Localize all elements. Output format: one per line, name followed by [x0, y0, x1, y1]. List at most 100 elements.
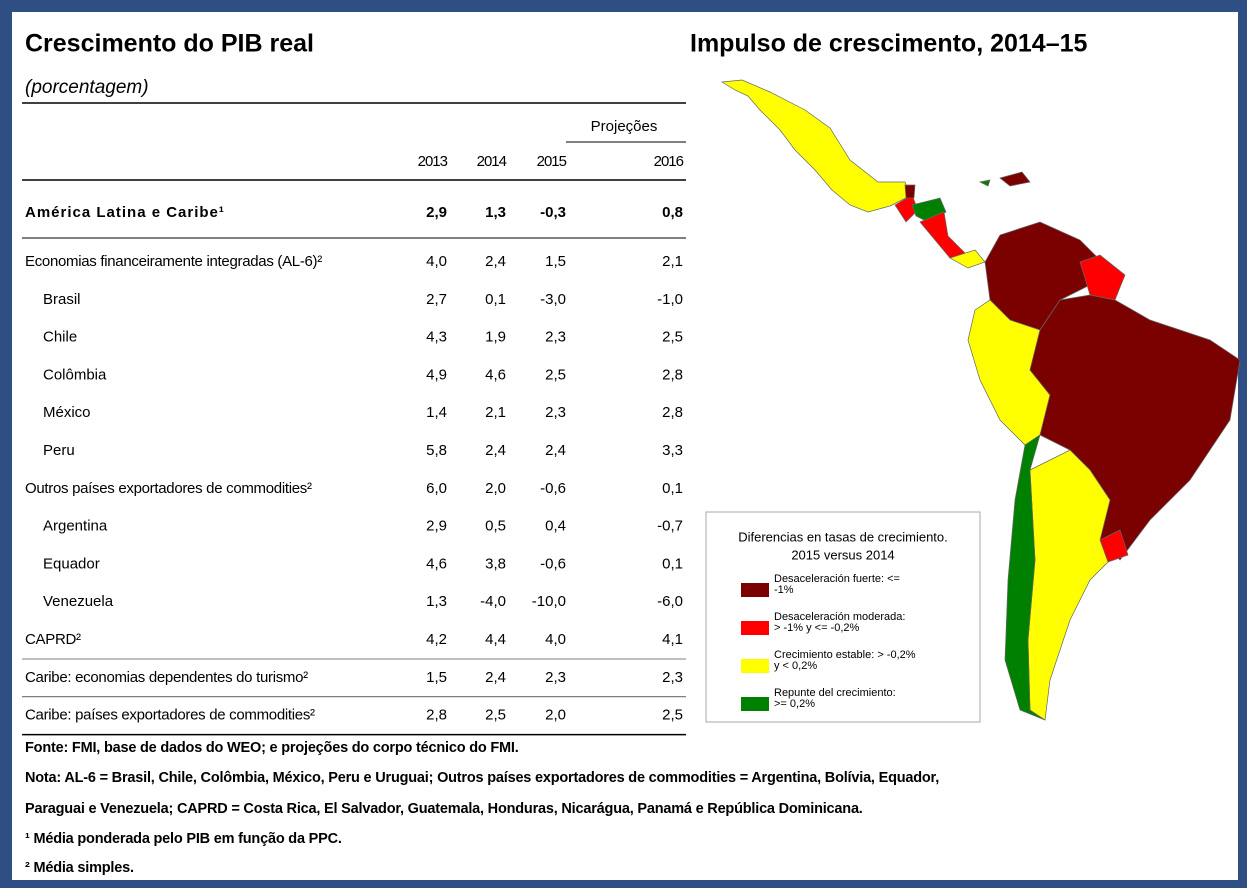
- cell: 4,9: [426, 366, 447, 383]
- cell: 0,5: [485, 518, 506, 535]
- mexico: [720, 79, 911, 213]
- cell: 0,1: [662, 555, 683, 572]
- cell: 2,3: [662, 669, 683, 686]
- cell: 2,4: [545, 442, 566, 459]
- cell: 2,5: [545, 366, 566, 383]
- note: ¹ Média ponderada pelo PIB em função da …: [25, 831, 342, 847]
- cell: 2,3: [545, 669, 566, 686]
- map: [720, 79, 1241, 721]
- cell: 0,1: [485, 291, 506, 308]
- table-subtitle: (porcentagem): [25, 77, 149, 98]
- cell: -0,3: [540, 204, 566, 221]
- cell: 1,3: [485, 204, 506, 221]
- cell: 2,0: [485, 480, 506, 497]
- legend-label: Desaceleración fuerte: <=: [774, 573, 900, 585]
- cell: 2,9: [426, 204, 447, 221]
- cell: 6,0: [426, 480, 447, 497]
- cell: 1,5: [426, 669, 447, 686]
- cell: 1,4: [426, 404, 447, 421]
- cell: 1,9: [485, 329, 506, 346]
- table-title: Crescimento do PIB real: [25, 30, 314, 58]
- row-label: Outros países exportadores de commoditie…: [25, 480, 312, 497]
- cell: -10,0: [532, 593, 566, 610]
- cell: -0,7: [657, 518, 683, 535]
- cell: -3,0: [540, 291, 566, 308]
- cell: 5,8: [426, 442, 447, 459]
- legend-label: > -1% y <= -0,2%: [774, 622, 860, 634]
- cell: -1,0: [657, 291, 683, 308]
- projections-header: Projeções: [591, 118, 658, 135]
- cell: 2,9: [426, 518, 447, 535]
- row-label: Brasil: [43, 291, 81, 308]
- legend-label: y < 0,2%: [774, 660, 817, 672]
- row-label: Peru: [43, 442, 75, 459]
- map-title: Impulso de crescimento, 2014–15: [690, 30, 1088, 58]
- legend-label: Repunte del crecimiento:: [774, 687, 896, 699]
- legend-label: Crecimiento estable: > -0,2%: [774, 649, 916, 661]
- cell: 2,5: [662, 329, 683, 346]
- legend-label: Desaceleración moderada:: [774, 611, 905, 623]
- chile: [1004, 434, 1046, 721]
- row-label: Caribe: economias dependentes do turismo…: [25, 669, 308, 686]
- row-label: Venezuela: [43, 593, 114, 610]
- cell: 4,3: [426, 329, 447, 346]
- legend-title: Diferencias en tasas de crecimiento.: [738, 529, 948, 544]
- cell: 1,5: [545, 253, 566, 270]
- row-label: CAPRD²: [25, 631, 81, 648]
- row-label: Equador: [43, 555, 100, 572]
- column-header: 2014: [477, 153, 507, 170]
- cell: 4,1: [662, 631, 683, 648]
- column-header: 2016: [654, 153, 684, 170]
- row-label: Argentina: [43, 518, 108, 535]
- cell: 2,4: [485, 442, 506, 459]
- cell: 0,4: [545, 518, 566, 535]
- cell: -0,6: [540, 480, 566, 497]
- note: Fonte: FMI, base de dados do WEO; e proj…: [25, 740, 519, 756]
- cell: 2,1: [485, 404, 506, 421]
- cell: 2,8: [662, 366, 683, 383]
- cell: 2,7: [426, 291, 447, 308]
- cell: 2,1: [662, 253, 683, 270]
- row-label: Caribe: países exportadores de commoditi…: [25, 707, 315, 724]
- cell: 1,3: [426, 593, 447, 610]
- legend-swatch: [741, 659, 769, 673]
- cell: 3,8: [485, 555, 506, 572]
- cell: 2,3: [545, 329, 566, 346]
- note: ² Média simples.: [25, 860, 134, 876]
- legend-box: [705, 511, 981, 723]
- legend-swatch: [741, 697, 769, 711]
- cell: 4,0: [545, 631, 566, 648]
- cell: 2,5: [662, 707, 683, 724]
- cell: 0,1: [662, 480, 683, 497]
- row-label: América Latina e Caribe¹: [25, 204, 225, 221]
- cell: 2,0: [545, 707, 566, 724]
- caribbean: [978, 179, 991, 187]
- note: Paraguai e Venezuela; CAPRD = Costa Rica…: [25, 801, 863, 817]
- cell: -6,0: [657, 593, 683, 610]
- cell: 0,8: [662, 204, 683, 221]
- cell: -4,0: [480, 593, 506, 610]
- cell: 2,4: [485, 253, 506, 270]
- row-label: Chile: [43, 329, 77, 346]
- legend-swatch: [741, 583, 769, 597]
- legend-label: -1%: [774, 584, 794, 596]
- column-header: 2015: [537, 153, 567, 170]
- guyanas: [1079, 254, 1126, 301]
- cell: 2,4: [485, 669, 506, 686]
- cell: 2,5: [485, 707, 506, 724]
- cell: 2,8: [662, 404, 683, 421]
- row-label: Economias financeiramente integradas (AL…: [25, 253, 322, 270]
- row-label: México: [43, 404, 91, 421]
- cell: 4,6: [485, 366, 506, 383]
- haiti: [999, 171, 1031, 187]
- legend-label: >= 0,2%: [774, 698, 815, 710]
- legend-swatch: [741, 621, 769, 635]
- row-label: Colômbia: [43, 366, 107, 383]
- note: Nota: AL-6 = Brasil, Chile, Colômbia, Mé…: [25, 770, 939, 786]
- cell: 4,6: [426, 555, 447, 572]
- cell: 2,3: [545, 404, 566, 421]
- column-header: 2013: [418, 153, 448, 170]
- cell: 4,4: [485, 631, 506, 648]
- cell: -0,6: [540, 555, 566, 572]
